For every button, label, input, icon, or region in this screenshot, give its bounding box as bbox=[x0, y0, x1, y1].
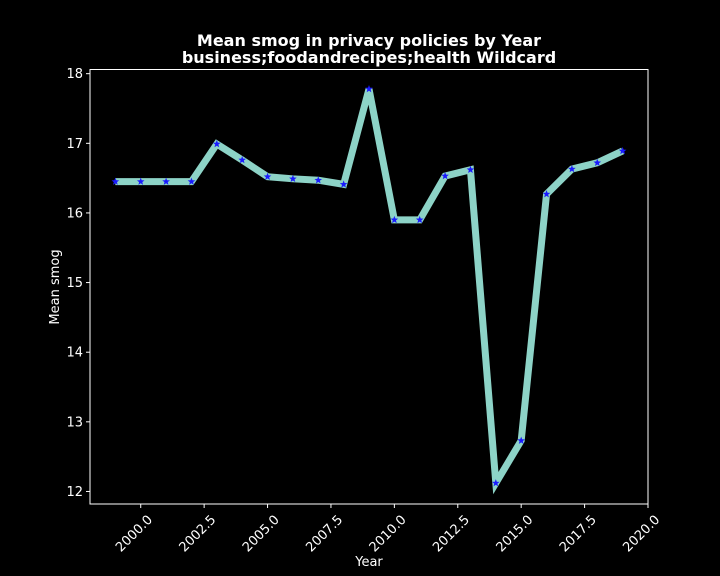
data-point bbox=[415, 215, 424, 224]
data-point bbox=[492, 479, 500, 487]
y-tick-label: 14 bbox=[66, 346, 83, 361]
data-point bbox=[213, 140, 221, 148]
data-point bbox=[466, 165, 475, 174]
data-point bbox=[365, 85, 373, 93]
series-layer bbox=[111, 85, 627, 495]
data-point bbox=[390, 215, 399, 224]
data-point bbox=[542, 190, 551, 198]
plot-frame bbox=[89, 69, 649, 505]
y-tick-label: 12 bbox=[66, 485, 83, 500]
chart-title: Mean smog in privacy policies by Year bbox=[197, 31, 541, 50]
data-point bbox=[441, 172, 449, 180]
data-point bbox=[568, 165, 576, 173]
data-point bbox=[289, 174, 297, 183]
data-point bbox=[314, 176, 323, 184]
data-point bbox=[238, 156, 246, 164]
y-tick-label: 17 bbox=[66, 137, 83, 152]
y-axis-label: Mean smog bbox=[48, 249, 63, 324]
data-point bbox=[111, 177, 120, 185]
chart-subtitle: business;foodandrecipes;health Wildcard bbox=[182, 48, 556, 67]
y-axis: 12 13 14 15 16 17 18 bbox=[66, 67, 90, 500]
y-tick-label: 18 bbox=[66, 67, 83, 82]
data-point bbox=[162, 177, 170, 185]
y-tick-label: 13 bbox=[66, 415, 83, 430]
data-point bbox=[263, 172, 272, 180]
x-axis-label: Year bbox=[354, 555, 383, 570]
data-point bbox=[593, 158, 602, 167]
y-tick-label: 15 bbox=[66, 276, 83, 291]
data-point bbox=[136, 177, 145, 185]
data-point bbox=[339, 180, 348, 188]
y-tick-label: 16 bbox=[66, 206, 83, 221]
data-point bbox=[517, 436, 525, 444]
data-point bbox=[187, 177, 196, 185]
data-point bbox=[618, 146, 627, 155]
